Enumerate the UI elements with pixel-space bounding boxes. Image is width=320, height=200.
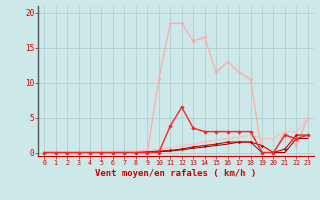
X-axis label: Vent moyen/en rafales ( km/h ): Vent moyen/en rafales ( km/h ) <box>95 169 257 178</box>
